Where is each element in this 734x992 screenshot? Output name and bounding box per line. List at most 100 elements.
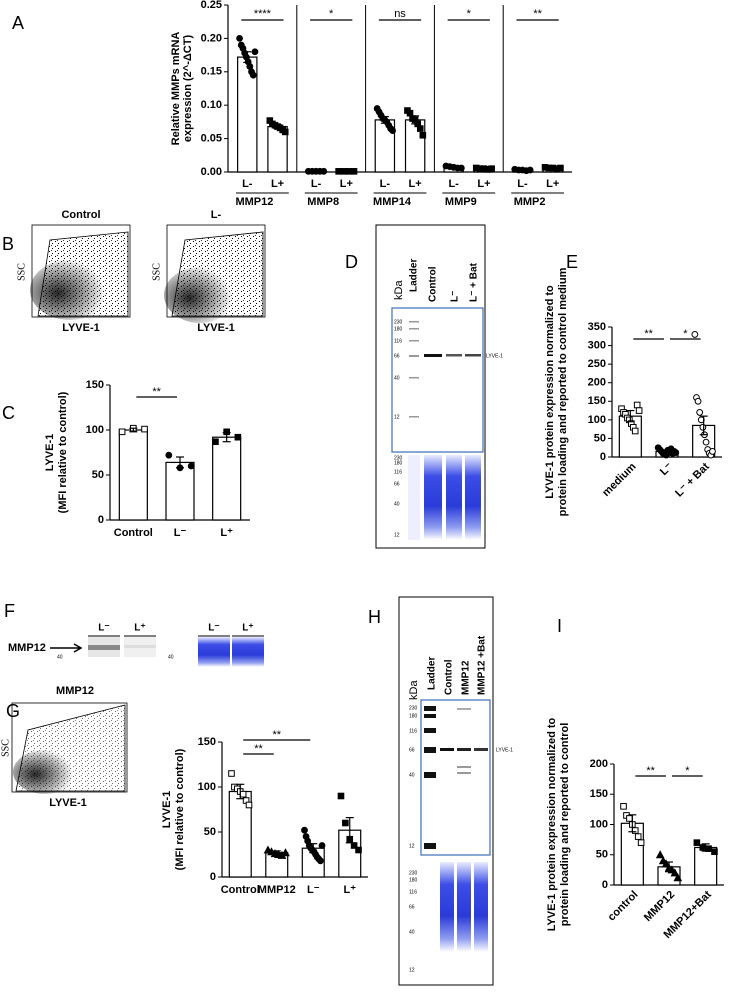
y-tick-label: 0.00 xyxy=(201,166,222,178)
ladder-label: 40 xyxy=(409,929,415,935)
ladder-label: 66 xyxy=(394,353,400,359)
ladder-label: 12 xyxy=(409,967,415,973)
data-point xyxy=(661,859,671,868)
group-label: MMP14 xyxy=(373,196,412,208)
data-point xyxy=(694,397,702,405)
lane-label: L⁺ xyxy=(242,623,253,634)
group-label: MMP12 xyxy=(235,196,273,208)
data-point xyxy=(699,844,707,851)
ladder-label: 116 xyxy=(394,338,402,344)
significance-label: ns xyxy=(394,8,406,20)
significance-label: * xyxy=(467,8,472,20)
bar xyxy=(212,436,242,521)
ladder-label: 230 xyxy=(394,319,403,325)
significance-label: ** xyxy=(533,8,542,20)
lane-label: L⁻ xyxy=(98,623,109,634)
data-point xyxy=(633,401,641,409)
flow-plot: MMP12 SSC LYVE-1 xyxy=(0,685,128,809)
data-point xyxy=(637,839,645,846)
chart: 0 50 100 150 LYVE-1 (MFI relative to control)… xyxy=(161,729,368,896)
y-tick-label: 0 xyxy=(210,871,216,883)
lane-label: L⁻ xyxy=(450,291,461,302)
flow-title: L- xyxy=(211,209,222,221)
x-tick-label: L+ xyxy=(340,178,353,190)
y-tick-label: 0.10 xyxy=(201,99,222,111)
y-axis-label: expression (2^-ΔCT) xyxy=(182,35,194,143)
y-tick-label: 250 xyxy=(588,358,606,370)
band-label: LYVE-1 xyxy=(486,353,503,359)
significance-label: **** xyxy=(254,8,272,20)
data-point xyxy=(702,438,710,446)
y-axis-label: (MFI relative to control) xyxy=(57,391,69,513)
y-tick-label: 0.05 xyxy=(201,133,222,145)
data-point xyxy=(696,409,704,416)
data-point xyxy=(631,427,639,435)
data-point xyxy=(655,850,665,859)
chart: 0.00 0.05 0.10 0.15 0.20 0.25 Relative MMPs mR… xyxy=(170,0,572,208)
flow-x-label: LYVE-1 xyxy=(62,322,100,334)
y-tick-label: 300 xyxy=(588,339,606,351)
bar xyxy=(118,429,148,521)
x-tick-label: L+ xyxy=(546,178,559,190)
data-point xyxy=(406,109,414,117)
significance-label: * xyxy=(685,765,690,777)
significance-label: * xyxy=(683,328,688,340)
lane-label: MMP12 xyxy=(461,660,472,695)
ladder-label: 180 xyxy=(409,877,418,883)
data-point xyxy=(212,438,219,445)
y-tick-label: 50 xyxy=(92,469,104,481)
data-point xyxy=(711,848,718,856)
ladder-label: 180 xyxy=(394,460,403,466)
x-tick-label: L⁺ xyxy=(343,884,356,896)
ladder-label: 12 xyxy=(394,414,400,420)
significance-label: ** xyxy=(646,765,655,777)
x-tick-label: L- xyxy=(517,178,528,190)
ladder-label: 40 xyxy=(409,772,415,778)
x-tick-label: L⁻ xyxy=(658,461,675,478)
data-point xyxy=(187,462,195,470)
lane-label: Control xyxy=(428,266,439,302)
ladder-label: 116 xyxy=(394,469,402,475)
y-axis-label: LYVE-1 xyxy=(44,434,56,472)
flow-y-label: SSC xyxy=(151,263,162,281)
y-axis-label: (MFI relative to control) xyxy=(174,748,186,870)
ladder-label: 66 xyxy=(409,904,415,910)
data-point xyxy=(337,792,345,800)
data-point xyxy=(141,425,148,433)
data-point xyxy=(251,48,259,56)
panel-letter: G xyxy=(6,701,20,721)
panel-letter: B xyxy=(2,234,14,254)
y-axis-label: Relative MMPs mRNA xyxy=(170,32,182,146)
panel-letter: C xyxy=(2,403,15,423)
data-point xyxy=(281,128,289,136)
x-tick-label: L⁻ xyxy=(174,527,187,539)
x-tick-label: L+ xyxy=(271,178,284,190)
y-tick-label: 100 xyxy=(588,414,606,426)
lane-label: Ladder xyxy=(427,657,438,690)
data-point xyxy=(249,71,257,79)
data-point xyxy=(355,846,362,854)
x-tick-label: medium xyxy=(600,461,638,499)
significance-label: * xyxy=(329,8,334,20)
y-tick-label: 200 xyxy=(590,758,608,770)
y-tick-label: 50 xyxy=(594,432,606,444)
panel-letter: E xyxy=(566,252,578,272)
y-tick-label: 0 xyxy=(600,451,606,463)
significance-label: ** xyxy=(644,328,653,340)
panel-letter: F xyxy=(4,601,15,621)
y-tick-label: 100 xyxy=(86,424,104,436)
lane-label: MMP12 +Bat xyxy=(477,635,488,695)
data-point xyxy=(488,165,495,172)
band-label: LYVE-1 xyxy=(496,747,513,753)
panel-letter: D xyxy=(345,252,358,272)
flow-plot: Control SSC LYVE-1 xyxy=(16,209,131,334)
y-tick-label: 150 xyxy=(588,395,606,407)
ladder-label: 40 xyxy=(168,654,174,660)
y-tick-label: 150 xyxy=(86,379,104,391)
data-point xyxy=(691,331,699,338)
y-tick-label: 0 xyxy=(98,514,104,526)
y-tick-label: 0 xyxy=(602,879,608,891)
significance-label: ** xyxy=(254,743,263,755)
data-point xyxy=(350,168,358,175)
